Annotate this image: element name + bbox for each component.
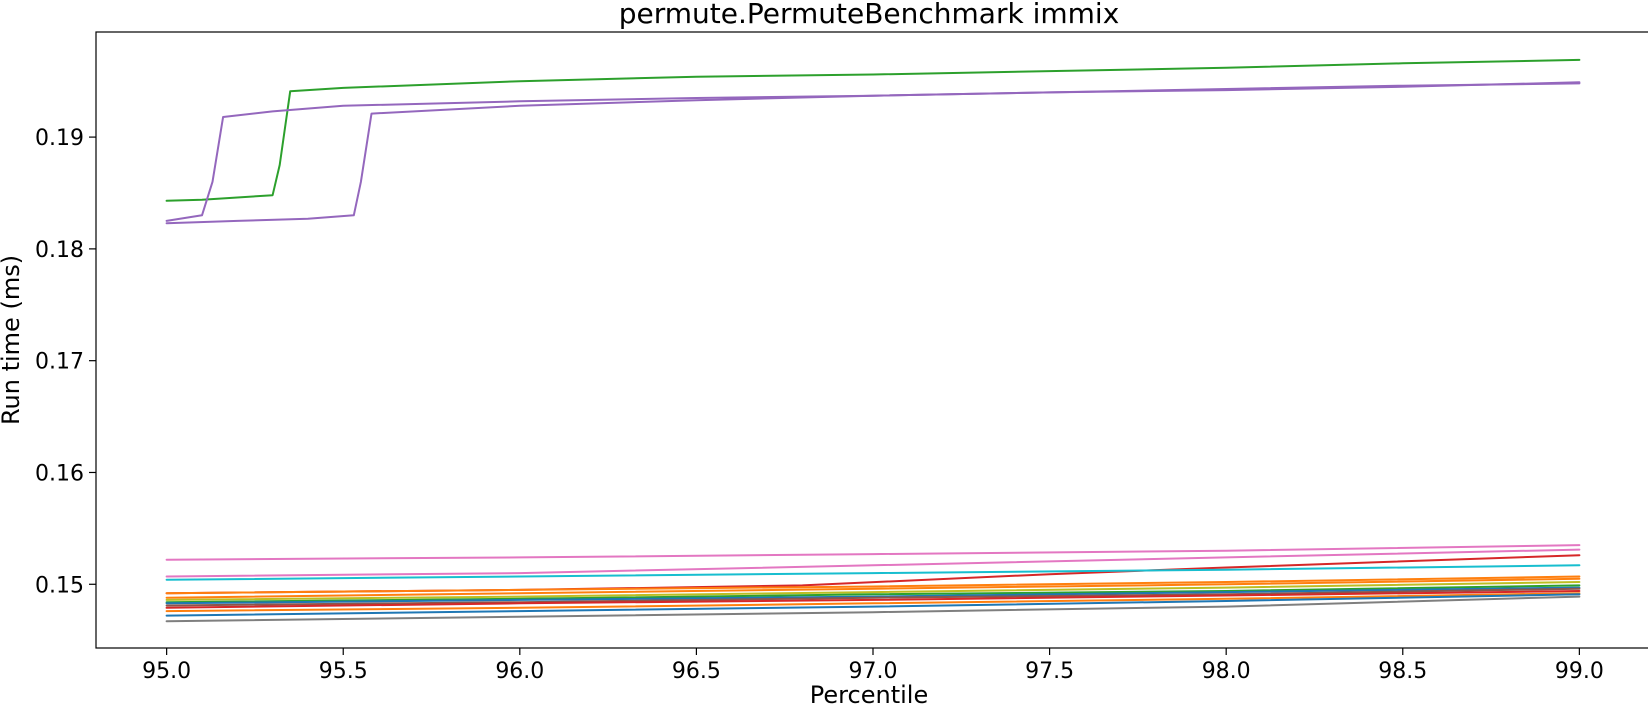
x-tick-label-6: 97.5 xyxy=(1025,659,1074,684)
series-line-14 xyxy=(165,590,1581,609)
series-line-4 xyxy=(165,544,1581,561)
x-tick-label-2: 95.5 xyxy=(319,659,368,684)
y-tick-label-5: 0.19 xyxy=(35,126,84,151)
series-line-10 xyxy=(165,581,1581,601)
x-tick-label-8: 98.5 xyxy=(1378,659,1427,684)
series-line-16 xyxy=(165,593,1581,617)
series-line-15 xyxy=(165,592,1581,613)
series-line-2 xyxy=(165,81,1581,222)
series-line-17 xyxy=(165,595,1581,623)
x-tick-label-3: 96.0 xyxy=(495,659,544,684)
series-line-3 xyxy=(165,82,1581,225)
plot-lines xyxy=(165,58,1581,623)
x-axis: 95.0 95.5 96.0 96.5 97.0 97.5 98.0 98.5 99.0 xyxy=(142,648,1604,684)
x-tick-label-4: 96.5 xyxy=(672,659,721,684)
y-axis-label: Run time (ms) xyxy=(0,255,25,425)
series-line-12 xyxy=(165,586,1581,605)
series-line-8 xyxy=(165,575,1581,595)
y-tick-label-1: 0.15 xyxy=(35,573,84,598)
x-tick-label-7: 98.0 xyxy=(1202,659,1251,684)
x-axis-label: Percentile xyxy=(810,681,928,709)
series-line-11 xyxy=(165,584,1581,604)
series-line-7 xyxy=(165,564,1581,581)
x-tick-label-1: 95.0 xyxy=(142,659,191,684)
chart-title: permute.PermuteBenchmark immix xyxy=(619,0,1120,30)
y-tick-label-4: 0.18 xyxy=(35,238,84,263)
y-tick-label-3: 0.17 xyxy=(35,350,84,375)
series-line-9 xyxy=(165,577,1581,599)
y-tick-label-2: 0.16 xyxy=(35,461,84,486)
x-tick-label-9: 99.0 xyxy=(1555,659,1604,684)
y-axis: 0.15 0.16 0.17 0.18 0.19 xyxy=(35,126,96,598)
series-line-13 xyxy=(165,587,1581,607)
plot-frame xyxy=(95,31,1648,649)
series-line-5 xyxy=(165,548,1581,578)
series-line-1 xyxy=(165,58,1581,202)
x-tick-label-5: 97.0 xyxy=(849,659,898,684)
